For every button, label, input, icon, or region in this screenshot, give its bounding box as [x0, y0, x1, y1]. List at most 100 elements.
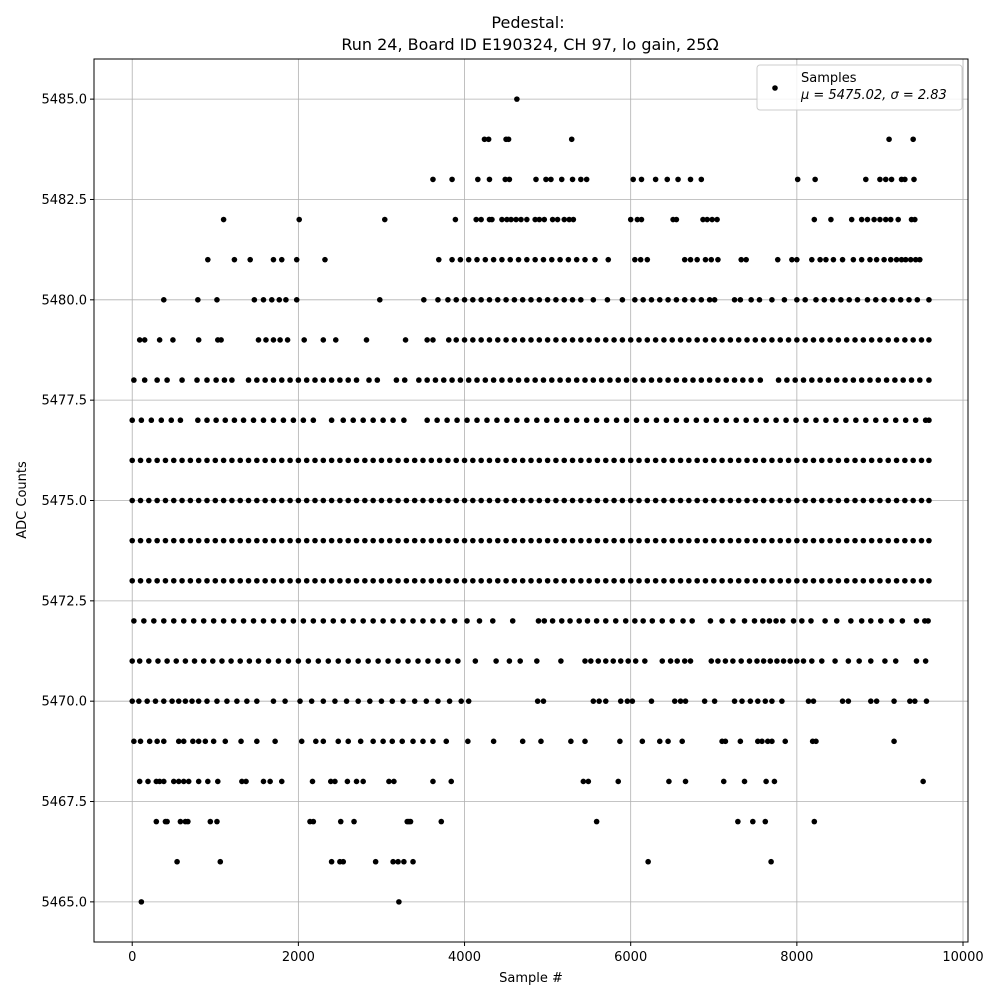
y-tick-label: 5475.0: [42, 494, 88, 509]
data-point: [390, 858, 396, 865]
data-point: [420, 618, 426, 624]
data-point: [370, 738, 376, 745]
data-point: [578, 176, 584, 183]
data-point: [613, 417, 620, 424]
data-point: [926, 337, 932, 343]
data-point: [893, 577, 900, 584]
data-point: [265, 658, 272, 664]
data-point: [482, 256, 489, 263]
data-point: [160, 778, 167, 785]
data-point: [768, 858, 774, 865]
data-point: [309, 778, 316, 785]
data-point: [328, 537, 335, 544]
data-point: [848, 618, 854, 624]
data-point: [507, 256, 514, 263]
data-point: [293, 297, 300, 303]
data-point: [486, 457, 493, 464]
data-point: [755, 698, 761, 704]
y-tick-label: 5482.5: [42, 193, 88, 208]
data-point: [544, 457, 551, 464]
data-point: [195, 457, 202, 464]
data-point: [882, 417, 889, 424]
data-point: [863, 176, 869, 183]
data-point: [519, 738, 526, 745]
data-point: [430, 337, 436, 343]
data-point: [182, 658, 189, 664]
data-point: [378, 698, 385, 704]
data-point: [702, 457, 709, 464]
data-point: [714, 216, 720, 223]
data-point: [485, 136, 492, 143]
data-point: [524, 256, 530, 263]
data-point: [455, 658, 461, 664]
data-point: [210, 738, 217, 745]
data-point: [494, 417, 500, 424]
data-point: [681, 658, 688, 664]
data-point: [214, 698, 220, 704]
data-point: [451, 618, 458, 624]
data-point: [777, 457, 784, 464]
data-point: [508, 216, 514, 223]
data-point: [519, 337, 526, 343]
data-point: [220, 216, 227, 223]
data-point: [860, 457, 867, 464]
data-point: [882, 216, 889, 223]
data-point: [180, 778, 187, 785]
data-point: [507, 377, 514, 383]
data-point: [401, 858, 407, 865]
data-point: [809, 377, 815, 383]
data-point: [853, 417, 859, 424]
data-point: [207, 818, 214, 825]
data-point: [753, 417, 759, 424]
data-point: [370, 497, 376, 504]
data-point: [799, 618, 805, 624]
data-point: [892, 658, 899, 664]
data-point: [486, 497, 493, 504]
data-point: [481, 136, 488, 143]
data-point: [852, 457, 858, 464]
data-point: [494, 497, 501, 504]
data-point: [195, 537, 202, 544]
data-point: [164, 377, 170, 383]
data-point: [700, 216, 706, 223]
data-point: [750, 818, 756, 825]
data-point: [548, 176, 554, 183]
data-point: [381, 216, 388, 223]
data-point: [170, 778, 177, 785]
data-point: [515, 377, 522, 383]
data-point: [588, 658, 594, 664]
data-point: [800, 658, 807, 664]
data-point: [569, 176, 576, 183]
data-point: [519, 497, 526, 504]
data-point: [619, 577, 626, 584]
data-point: [843, 537, 850, 544]
data-point: [632, 297, 638, 303]
data-point: [624, 698, 631, 704]
data-point: [499, 216, 505, 223]
data-point: [787, 658, 794, 664]
data-point: [544, 337, 551, 343]
data-point: [446, 698, 453, 704]
data-point: [386, 457, 393, 464]
data-point: [561, 337, 568, 343]
data-point: [370, 537, 376, 544]
data-point: [315, 658, 322, 664]
data-point: [838, 297, 844, 303]
data-point: [569, 577, 576, 584]
data-point: [843, 497, 850, 504]
data-point: [659, 618, 666, 624]
data-point: [619, 337, 626, 343]
data-point: [445, 297, 451, 303]
data-point: [320, 337, 327, 343]
data-point: [443, 738, 450, 745]
data-point: [769, 297, 775, 303]
data-point: [465, 256, 472, 263]
data-point: [706, 297, 713, 303]
data-point: [234, 698, 240, 704]
data-point: [536, 537, 543, 544]
data-point: [926, 377, 932, 383]
data-point: [636, 577, 642, 584]
data-point: [386, 537, 393, 544]
data-point: [719, 577, 725, 584]
data-point: [910, 497, 916, 504]
